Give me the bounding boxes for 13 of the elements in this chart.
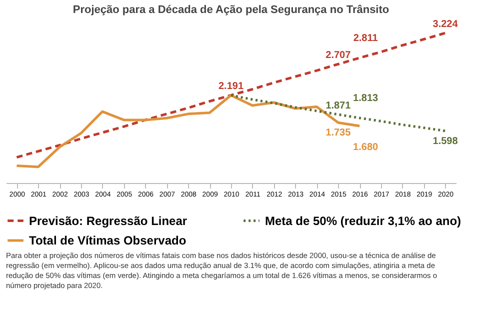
data-label: 2.191 [218, 81, 244, 92]
data-label: 1.735 [326, 128, 352, 139]
data-label: 1.598 [432, 136, 458, 147]
data-label: 2.707 [326, 50, 352, 62]
data-label: 1.813 [353, 92, 379, 104]
legend-label: Total de Vítimas Observado [29, 234, 186, 248]
data-label: 1.680 [353, 142, 379, 153]
legend-label: Previsão: Regressão Linear [29, 214, 188, 228]
data-label: 1.871 [326, 100, 352, 112]
chart-title: Projeção para a Década de Ação pela Segurança no Trânsito [72, 4, 390, 16]
data-label: 2.811 [353, 32, 378, 44]
data-label: 3.224 [432, 19, 458, 30]
legend-label: Meta de 50% (reduzir 3,1% ao ano) [265, 214, 462, 228]
